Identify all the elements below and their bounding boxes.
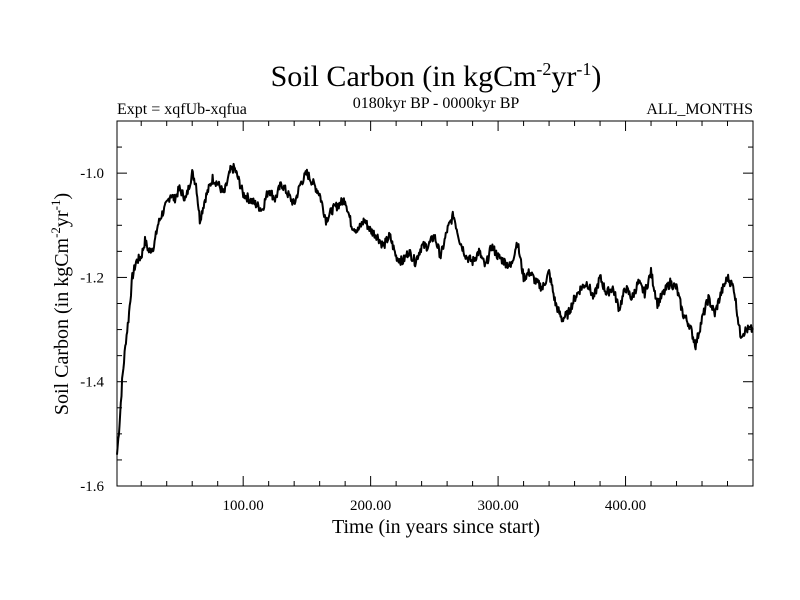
y-axis-label: Soil Carbon (in kgCm-2yr-1) bbox=[48, 193, 73, 415]
series-line-soil-carbon bbox=[116, 162, 754, 455]
subtitle-expt: Expt = xqfUb-xqfua bbox=[117, 101, 247, 118]
y-axis-label-exp1: -2 bbox=[48, 227, 63, 238]
y-tick-label: -1.0 bbox=[80, 166, 104, 182]
y-axis-label-mid: yr bbox=[51, 210, 73, 227]
chart-title: Soil Carbon (in kgCm-2yr-1) bbox=[271, 59, 602, 93]
subtitle-period: 0180kyr BP - 0000kyr BP bbox=[353, 95, 520, 112]
y-tick-label: -1.6 bbox=[80, 479, 104, 495]
chart-title-exp1: -2 bbox=[536, 59, 551, 79]
y-axis-label-prefix: Soil Carbon (in kgCm bbox=[51, 237, 73, 415]
x-tick-label: 400.00 bbox=[605, 498, 646, 514]
chart-title-mid: yr bbox=[551, 60, 576, 93]
axis-ticks: 100.00 200.00 300.00 400.00 -1.6 -1.4 -1.2 -1.0 bbox=[80, 121, 753, 514]
y-axis-label-suffix: ) bbox=[51, 193, 73, 200]
x-tick-label: 100.00 bbox=[223, 498, 264, 514]
x-tick-label: 300.00 bbox=[477, 498, 518, 514]
chart-title-suffix: ) bbox=[591, 60, 601, 93]
y-tick-label: -1.2 bbox=[80, 270, 104, 286]
chart-title-prefix: Soil Carbon (in kgCm bbox=[271, 60, 537, 93]
chart-title-exp2: -1 bbox=[576, 59, 591, 79]
y-tick-label: -1.4 bbox=[80, 375, 104, 391]
y-axis-label-exp2: -1 bbox=[48, 200, 63, 211]
subtitle-months: ALL_MONTHS bbox=[646, 101, 753, 118]
x-tick-label: 200.00 bbox=[350, 498, 391, 514]
x-axis-label: Time (in years since start) bbox=[332, 516, 540, 538]
